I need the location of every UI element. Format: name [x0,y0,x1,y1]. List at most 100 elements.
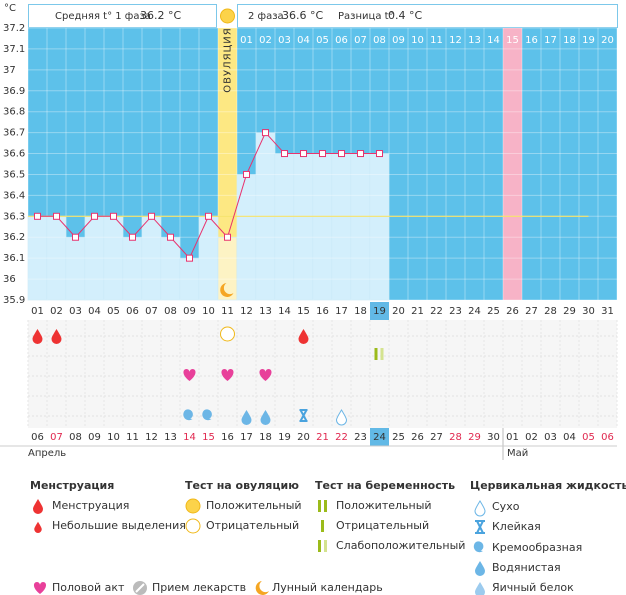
y-tick-label: 37.2 [3,23,25,34]
moon-icon [220,283,234,297]
phase2-day-label: 16 [525,35,538,46]
date-label: 13 [164,432,177,443]
phase2-day-label: 13 [468,35,481,46]
y-tick-label: 36.3 [3,211,25,222]
legend-icon [318,540,321,552]
date-label: 23 [354,432,367,443]
x-tick-label: 05 [107,306,120,317]
date-label: 10 [107,432,120,443]
phase2-day-label: 15 [506,35,519,46]
legend-icon [473,541,484,553]
phase2-day-label: 19 [582,35,595,46]
month-label: Май [507,448,528,459]
ovulation-sun [220,8,235,24]
date-label: 30 [487,432,500,443]
unit-label: °C [4,3,16,14]
day-icon [374,348,378,360]
x-tick-label: 15 [297,306,310,317]
x-tick-label: 01 [31,306,44,317]
date-label: 29 [468,432,481,443]
x-tick-label: 03 [69,306,82,317]
current-date-box [370,428,389,446]
date-label: 01 [506,432,519,443]
month-label: Апрель [28,448,66,459]
phase2-day-label: 10 [411,35,424,46]
y-tick-label: 36.6 [3,149,25,160]
x-tick-label: 17 [335,306,348,317]
symbols-area [28,320,617,428]
y-tick-label: 36.4 [3,190,25,201]
x-tick-label: 04 [88,306,101,317]
phase2-day-label: 02 [259,35,272,46]
date-label: 21 [316,432,329,443]
temperature-point [110,212,117,220]
date-label: 25 [392,432,405,443]
x-tick-label: 10 [202,306,215,317]
date-label: 26 [411,432,424,443]
diff-value: 0.4 °C [388,9,422,22]
legend-icon [324,500,327,512]
y-tick-label: 36.8 [3,107,25,118]
temperature-bar [350,153,371,301]
date-label: 20 [297,432,310,443]
legend-item: Лунный календарь [272,581,383,594]
phase2-box [237,4,618,28]
x-tick-label: 22 [430,306,443,317]
y-tick-label: 36.5 [3,169,25,180]
legend-icon [33,582,47,594]
phase2-value: 36.6 °C [282,9,323,22]
x-tick-label: 09 [183,306,196,317]
y-tick-label: 37 [3,65,16,76]
phase2-day-label: 11 [430,35,443,46]
phase1-label: Средняя t° 1 фаза [55,11,151,22]
x-tick-label: 13 [259,306,272,317]
date-label: 11 [126,432,139,443]
legend-icon [475,520,485,534]
date-label: 02 [525,432,538,443]
y-tick-label: 36 [3,274,16,285]
temperature-point [281,150,288,158]
date-label: 22 [335,432,348,443]
legend-item: Отрицательный [206,519,299,532]
temperature-point [186,254,193,262]
x-tick-label: 16 [316,306,329,317]
legend-icon [33,499,43,514]
date-label: 14 [183,432,196,443]
legend-title: Менструация [30,479,114,492]
x-tick-label: 19 [373,306,386,317]
legend-icon [321,520,324,532]
x-tick-label: 21 [411,306,424,317]
date-label: 24 [373,432,386,443]
legend-item: Положительный [336,499,432,512]
x-tick-label: 26 [506,306,519,317]
x-tick-label: 24 [468,306,481,317]
legend-icon [255,581,269,595]
legend-item: Сухо [492,500,520,513]
phase2-day-label: 17 [544,35,557,46]
legend-icon [324,540,327,552]
x-tick-label: 23 [449,306,462,317]
temperature-point [34,212,41,220]
x-tick-label: 18 [354,306,367,317]
temperature-point [129,233,136,241]
temperature-bar [274,153,295,301]
date-label: 18 [259,432,272,443]
date-label: 04 [563,432,576,443]
date-label: 12 [145,432,158,443]
temperature-point [300,150,307,158]
legend: Менструация Менструация Небольшие выделе… [30,479,626,595]
day-icon [299,409,308,422]
temperature-point [319,150,326,158]
phase2-day-label: 07 [354,35,367,46]
legend-item: Положительный [206,499,302,512]
temperature-point [148,212,155,220]
x-tick-label: 29 [563,306,576,317]
x-tick-label: 20 [392,306,405,317]
date-label: 05 [582,432,595,443]
temperature-point [262,129,269,137]
y-tick-label: 36.1 [3,253,25,264]
temperature-point [357,150,364,158]
date-label: 06 [601,432,614,443]
temperature-point [72,233,79,241]
